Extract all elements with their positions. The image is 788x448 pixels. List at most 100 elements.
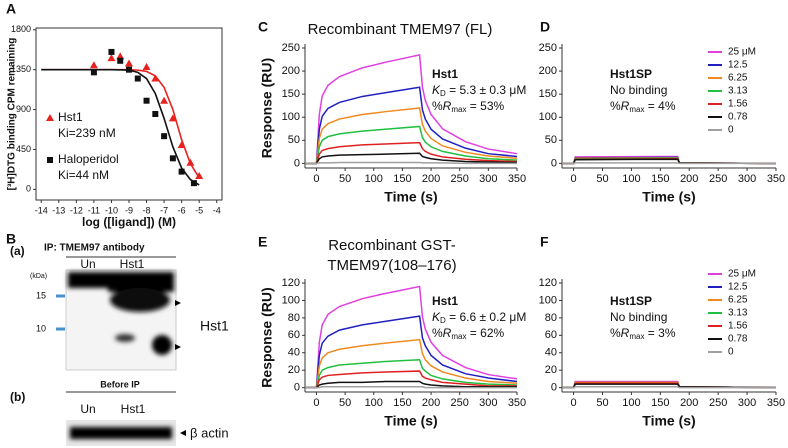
x-tick-label: 350 [508,397,526,409]
x-tick-label: -12 [70,205,83,215]
x-tick-label: 300 [479,173,497,185]
point [125,59,133,67]
blot-bands [68,272,174,355]
x-tick-label: 0 [571,397,577,409]
series-line [305,125,518,165]
kda-label: (kDa) [30,273,47,280]
x-tick-label: 0 [313,173,319,185]
x-tick-label: 0 [571,173,577,185]
x-tick-label: -5 [195,205,203,215]
y-tick-label: 100 [282,111,300,123]
annotation-part: % [432,326,443,340]
point [142,63,151,71]
annotation-part: Hst1SP [610,67,652,81]
y-tick-label: 0 [551,382,557,394]
x-tick-label: 150 [651,397,669,409]
x-tick-label: 100 [622,173,640,185]
y-tick-label: 450 [16,144,31,154]
series-line [305,107,518,165]
annotation-part: = 5.3 ± 0.3 μM [446,83,527,97]
annotation-part: R [621,99,630,113]
point [178,168,185,175]
legend-label: 0 [728,125,734,136]
legend-label: 0.78 [728,112,748,123]
x-tick-label: 200 [422,173,440,185]
x-tick-label: 150 [393,173,411,185]
point [89,61,98,69]
annotation-part: max [629,332,644,341]
annotation: %Rmax = 4% [610,99,676,114]
point [117,57,124,64]
annotation: Hst1 [432,67,458,81]
panel-letter: F [540,234,549,250]
y-tick-label: 100 [282,294,300,306]
annotation-part: = 53% [466,99,504,113]
legend-label: 25 μM [728,47,756,58]
annotation-part: max [629,105,644,114]
annotation: Hst1SP [610,294,652,308]
x-tick-label: -13 [52,205,65,215]
y-tick-label: 150 [282,88,300,100]
series-line [305,54,518,165]
legend-label: 1.56 [728,321,748,332]
point [134,75,141,82]
x-tick-label: 100 [622,397,640,409]
annotation-part: max [451,105,466,114]
y-tick-label: 0 [294,382,300,394]
annotation-part: max [451,332,466,341]
x-tick-label: 300 [479,397,497,409]
x-tick-label: 100 [365,397,383,409]
annotation: No binding [610,310,667,324]
point [108,48,115,55]
y-tick-label: 200 [539,65,557,77]
legend-label: 3.13 [728,308,748,319]
point [90,69,97,76]
legend-label: 6.25 [728,295,748,306]
series-line [305,358,518,389]
annotation-part: Hst1SP [610,294,652,308]
point [168,114,177,122]
point [186,158,195,166]
lane-label: Un [80,402,95,416]
y-axis-label: Response (RU) [259,287,275,387]
y-tick-label: 40 [288,347,300,359]
point [190,180,197,187]
y-tick-label: 100 [539,294,557,306]
arrowhead [180,430,186,436]
panel-letter: A [6,1,16,17]
legend-marker [46,114,54,121]
series-line [305,380,517,389]
x-tick-label: -7 [160,205,168,215]
series-line [305,370,517,389]
point [126,66,132,73]
annotation: KD = 5.3 ± 0.3 μM [432,83,526,98]
y-tick-label: 120 [282,277,300,289]
y-tick-label: 0 [26,184,31,194]
point [143,97,150,104]
annotation: No binding [610,83,667,97]
x-tick-label: 250 [709,173,727,185]
x-tick-label: -11 [88,205,100,215]
annotation-part: D [440,89,446,98]
y-tick-label: 20 [288,364,300,376]
x-tick-label: -4 [213,205,221,215]
annotation: %Rmax = 62% [432,326,504,341]
annotation-part: = 3% [644,326,675,340]
legend-label: 12.5 [728,282,748,293]
annotation: KD = 6.6 ± 0.2 μM [432,310,526,325]
y-tick-label: 200 [282,65,300,77]
series-line [305,338,518,389]
legend-note: Ki=44 nM [58,168,109,182]
y-tick-label: 100 [539,111,557,123]
y-tick-label: 1800 [11,24,31,34]
series-line [305,386,517,389]
x-tick-label: 300 [738,397,756,409]
arrowhead [175,344,181,350]
annotation: Hst1 [432,294,458,308]
y-tick-label: 250 [539,42,557,54]
x-axis-label: log ([ligand]) (M) [82,215,176,229]
x-axis-label: Time (s) [384,413,437,429]
y-tick-label: 20 [545,364,557,376]
annotation-part: R [443,326,452,340]
